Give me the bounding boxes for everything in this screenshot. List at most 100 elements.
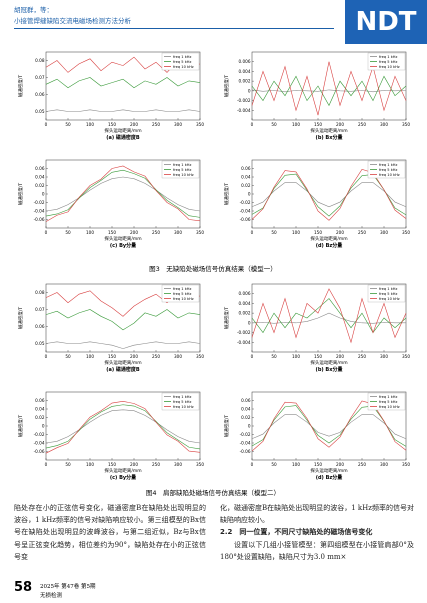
figure-caption: 图3 无缺陷处磁场信号仿真结果（模型一） <box>149 264 277 273</box>
y-tick-label: 0 <box>42 192 45 197</box>
legend-label: freq 10 kHz <box>379 65 400 69</box>
x-tick-label: 300 <box>380 462 388 467</box>
legend-box <box>161 284 200 303</box>
y-tick-label: -0.06 <box>240 217 251 222</box>
y-tick-label: -0.06 <box>34 217 45 222</box>
logo: NDT <box>345 0 427 44</box>
chart-title: (b) Bx分量 <box>316 134 343 141</box>
y-tick-label: -0.02 <box>240 432 251 437</box>
x-tick-label: 300 <box>174 122 182 127</box>
y-tick-label: -0.04 <box>34 209 45 214</box>
chart-title: (a) 磁通密度B <box>106 366 140 373</box>
x-tick-label: 150 <box>314 462 322 467</box>
y-tick-label: 0.06 <box>35 398 45 403</box>
y-tick-label: 0.04 <box>241 175 251 180</box>
y-axis-label: 磁通密度/T <box>17 75 24 98</box>
series-line <box>251 168 407 221</box>
chart-title: (d) Bz分量 <box>316 474 343 481</box>
y-tick-label: 0.07 <box>35 307 45 312</box>
series-line <box>45 165 201 222</box>
footer-journal: 无损检测 <box>40 593 63 599</box>
x-tick-label: 0 <box>251 462 254 467</box>
y-tick-label: 0.04 <box>35 175 45 180</box>
series-line <box>251 182 407 208</box>
x-tick-label: 150 <box>314 122 322 127</box>
x-tick-label: 300 <box>380 122 388 127</box>
legend-label: freq 1 kHz <box>379 395 398 399</box>
x-tick-label: 0 <box>251 122 254 127</box>
paragraph: 设置以下几组小接管模型：第四组模型在小接管肩部0°及180°处设置缺陷，缺陷尺寸… <box>220 540 414 561</box>
y-tick-label: 0.06 <box>241 166 251 171</box>
x-tick-label: 300 <box>174 230 182 235</box>
x-tick-label: 200 <box>130 122 138 127</box>
x-tick-label: 300 <box>380 354 388 359</box>
x-tick-label: 250 <box>152 462 160 467</box>
series-line <box>251 414 407 440</box>
x-axis-label: 探头运动距离/mm <box>104 127 141 134</box>
x-tick-label: 0 <box>45 462 48 467</box>
x-tick-label: 150 <box>314 230 322 235</box>
y-tick-label: 0.006 <box>239 59 251 64</box>
x-tick-label: 0 <box>45 230 48 235</box>
x-axis-label: 探头运动距离/mm <box>104 467 141 474</box>
y-tick-label: -0.06 <box>240 449 251 454</box>
y-tick-label: 0 <box>248 192 251 197</box>
x-tick-label: 150 <box>108 462 116 467</box>
series-line <box>251 405 407 447</box>
legend-label: freq 5 kHz <box>379 292 398 296</box>
x-tick-label: 150 <box>108 230 116 235</box>
y-tick-label: 0.006 <box>239 291 251 296</box>
series-line <box>251 61 407 116</box>
y-tick-label: 0.02 <box>241 183 251 188</box>
x-tick-label: 0 <box>45 354 48 359</box>
legend-label: freq 1 kHz <box>379 55 398 59</box>
x-tick-label: 350 <box>402 122 410 127</box>
x-tick-label: 250 <box>358 462 366 467</box>
x-tick-label: 50 <box>65 462 71 467</box>
series-line <box>251 173 407 217</box>
x-axis-label: 探头运动距离/mm <box>310 127 347 134</box>
y-tick-label: -0.02 <box>240 200 251 205</box>
legend-label: freq 5 kHz <box>379 168 398 172</box>
section-heading: 2.2 同一位置，不同尺寸缺陷处的磁场信号变化 <box>220 528 373 537</box>
legend-label: freq 5 kHz <box>173 292 192 296</box>
legend-label: freq 1 kHz <box>173 163 192 167</box>
x-tick-label: 100 <box>86 354 94 359</box>
series-line <box>251 75 407 107</box>
y-tick-label: 0.004 <box>239 301 251 306</box>
y-tick-label: 0 <box>42 424 45 429</box>
y-tick-label: -0.06 <box>34 449 45 454</box>
series-line <box>45 404 201 450</box>
x-tick-label: 200 <box>336 462 344 467</box>
y-tick-label: 0 <box>248 424 251 429</box>
x-tick-label: 200 <box>130 462 138 467</box>
series-line <box>251 298 407 334</box>
y-tick-label: -0.002 <box>237 98 251 103</box>
plot-frame <box>45 283 201 353</box>
y-tick-label: 0.06 <box>35 92 45 97</box>
x-tick-label: 250 <box>152 354 160 359</box>
series-line <box>45 401 201 454</box>
series-line <box>251 89 407 93</box>
chart-title: (a) 磁通密度B <box>106 134 140 141</box>
x-tick-label: 100 <box>292 230 300 235</box>
legend-box <box>367 52 406 71</box>
series-line <box>45 309 201 331</box>
y-tick-label: 0.05 <box>35 109 45 114</box>
x-tick-label: 100 <box>86 462 94 467</box>
y-tick-label: 0.04 <box>241 407 251 412</box>
chart-title: (d) Bz分量 <box>316 242 343 249</box>
series-line <box>251 400 407 452</box>
x-axis-label: 探头运动距离/mm <box>310 235 347 242</box>
x-tick-label: 250 <box>358 122 366 127</box>
y-axis-label: 磁通密度/T <box>223 75 230 98</box>
y-tick-label: -0.004 <box>237 340 251 345</box>
x-tick-label: 150 <box>108 122 116 127</box>
y-axis-label: 磁通密度/T <box>17 415 24 438</box>
legend-label: freq 10 kHz <box>173 65 194 69</box>
header-title: 小接管焊缝缺陷交流电磁场检测方法分析 <box>14 17 131 25</box>
y-tick-label: 0.06 <box>241 398 251 403</box>
y-axis-label: 磁通密度/T <box>17 307 24 330</box>
legend-label: freq 5 kHz <box>173 60 192 64</box>
legend-box <box>161 160 200 179</box>
